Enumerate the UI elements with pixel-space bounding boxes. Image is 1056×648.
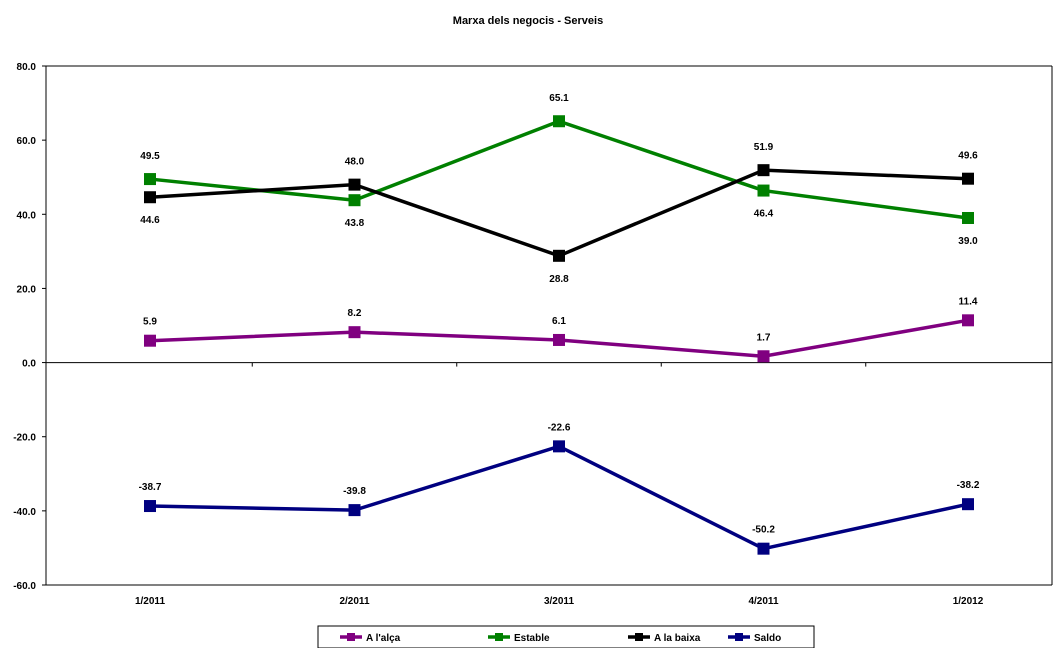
- data-label: 8.2: [348, 308, 362, 319]
- legend-box: [317, 625, 815, 648]
- data-label: 1.7: [757, 332, 771, 343]
- data-label: 11.4: [959, 296, 978, 307]
- chart-legend: A l'alça Estable A la baixa Saldo: [317, 625, 815, 648]
- data-point-marker: [348, 194, 361, 207]
- data-label: 43.8: [345, 218, 365, 229]
- x-tick-label: 4/2011: [748, 596, 778, 607]
- x-tick-label: 3/2011: [544, 596, 574, 607]
- x-tick-label: 1/2011: [135, 596, 165, 607]
- data-label: 6.1: [552, 316, 566, 327]
- data-point-marker: [553, 115, 565, 128]
- data-point-marker: [757, 184, 770, 197]
- data-label: 49.5: [140, 151, 160, 162]
- data-label: -38.7: [139, 482, 162, 493]
- data-label: 44.6: [140, 215, 160, 226]
- legend-label: Saldo: [754, 633, 781, 644]
- data-point-marker: [553, 249, 565, 262]
- data-point-marker: [553, 333, 565, 346]
- series-line: [149, 119, 969, 220]
- data-point-marker: [348, 178, 361, 191]
- data-point-marker: [962, 314, 974, 327]
- legend-swatch-marker: [495, 633, 503, 641]
- data-point-marker: [144, 191, 156, 204]
- data-label: -22.6: [548, 422, 571, 433]
- data-point-marker: [962, 211, 974, 224]
- data-label: 65.1: [549, 93, 569, 104]
- chart-data-labels: 5.9 8.2 6.1 1.7 11.4 49.5 43.8 65.1 46.4 39.0 44.6…: [139, 93, 980, 535]
- data-label: -39.8: [343, 486, 366, 497]
- data-point-marker: [757, 164, 770, 177]
- data-label: 51.9: [754, 142, 774, 153]
- data-point-marker: [144, 334, 156, 347]
- chart-title: Marxa dels negocis - Serveis: [453, 15, 603, 27]
- series-line: [149, 444, 969, 551]
- x-tick-label: 2/2011: [339, 596, 369, 607]
- chart-series: [144, 115, 974, 555]
- data-label: -50.2: [752, 525, 775, 536]
- data-label: 28.8: [549, 274, 569, 285]
- data-label: 5.9: [143, 317, 157, 328]
- data-point-marker: [348, 504, 361, 517]
- data-label: 46.4: [754, 209, 774, 220]
- data-point-marker: [144, 173, 156, 186]
- y-tick-label: 40.0: [17, 210, 37, 221]
- x-tick-label: 1/2012: [953, 596, 984, 607]
- legend-swatch-marker: [635, 633, 643, 641]
- legend-swatch-marker: [735, 633, 743, 641]
- y-tick-label: -20.0: [13, 433, 36, 444]
- y-tick-label: -40.0: [13, 507, 36, 518]
- y-tick-label: 0.0: [22, 359, 36, 370]
- series-line: [149, 168, 969, 258]
- y-tick-label: 20.0: [17, 284, 37, 295]
- data-point-marker: [962, 172, 974, 185]
- legend-label: A la baixa: [654, 633, 701, 644]
- y-tick-label: -60.0: [13, 581, 36, 592]
- y-tick-label: 80.0: [17, 62, 37, 73]
- data-label: 48.0: [345, 157, 365, 168]
- data-label: -38.2: [957, 480, 980, 491]
- data-point-marker: [144, 500, 156, 513]
- data-point-marker: [757, 542, 770, 555]
- data-label: 49.6: [958, 151, 978, 162]
- legend-label: Estable: [514, 633, 550, 644]
- chart-axes: 80.0 60.0 40.0 20.0 0.0 -20.0 -40.0 -60.0 1/2011…: [13, 62, 1053, 607]
- legend-label: A l'alça: [366, 633, 401, 644]
- data-label: 39.0: [958, 236, 978, 247]
- y-tick-label: 60.0: [17, 136, 37, 147]
- data-point-marker: [348, 326, 361, 339]
- data-point-marker: [757, 350, 770, 363]
- legend-swatch-marker: [347, 633, 355, 641]
- data-point-marker: [553, 440, 565, 453]
- data-point-marker: [962, 498, 974, 511]
